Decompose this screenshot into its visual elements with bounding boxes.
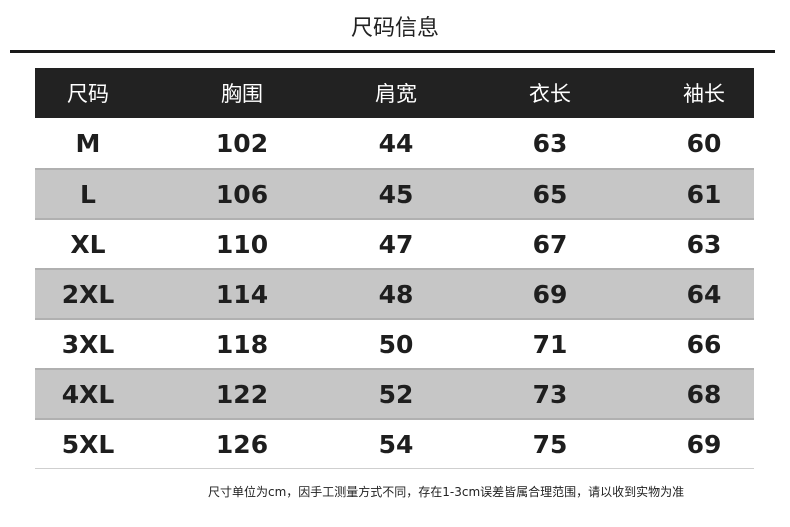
- table-cell: 50: [378, 329, 414, 359]
- table-row: 3XL 118 50 71 66: [35, 318, 754, 368]
- header-cell: 袖长: [683, 82, 725, 106]
- table-row: 4XL 122 52 73 68: [35, 368, 754, 418]
- table-cell: 44: [378, 128, 414, 158]
- table-cell: 63: [532, 128, 568, 158]
- table-row: 5XL 126 54 75 69: [35, 418, 754, 468]
- table-cell: 75: [532, 429, 568, 459]
- table-cell: 114: [215, 279, 269, 309]
- title-divider: [10, 50, 775, 53]
- table-cell: 60: [686, 128, 722, 158]
- table-cell: 110: [215, 229, 269, 259]
- page-title: 尺码信息: [350, 16, 439, 41]
- table-cell: 106: [215, 179, 269, 209]
- table-cell: 3XL: [61, 329, 115, 359]
- table-cell: 122: [215, 379, 269, 409]
- table-cell: 54: [378, 429, 414, 459]
- table-cell: 5XL: [61, 429, 115, 459]
- table-cell: 67: [532, 229, 568, 259]
- table-cell: 68: [686, 379, 722, 409]
- table-bottom-line: [35, 468, 754, 469]
- table-cell: 48: [378, 279, 414, 309]
- table-cell: 65: [532, 179, 568, 209]
- table-cell: 2XL: [61, 279, 115, 309]
- table-cell: 71: [532, 329, 568, 359]
- table-row: M 102 44 63 60: [35, 118, 754, 168]
- table-cell: 45: [378, 179, 414, 209]
- table-row: L 106 45 65 61: [35, 168, 754, 218]
- table-cell: 66: [686, 329, 722, 359]
- table-cell: XL: [70, 229, 106, 259]
- table-cell: 63: [686, 229, 722, 259]
- table-cell: 4XL: [61, 379, 115, 409]
- table-cell: 47: [378, 229, 414, 259]
- table-row: XL 110 47 67 63: [35, 218, 754, 268]
- table-cell: 69: [686, 429, 722, 459]
- header-cell: 肩宽: [375, 82, 417, 106]
- table-cell: 69: [532, 279, 568, 309]
- table-cell: 118: [215, 329, 269, 359]
- header-cell: 胸围: [221, 82, 263, 106]
- table-cell: 73: [532, 379, 568, 409]
- table-cell: M: [75, 128, 101, 158]
- table-cell: 126: [215, 429, 269, 459]
- table-cell: 52: [378, 379, 414, 409]
- table-row: 2XL 114 48 69 64: [35, 268, 754, 318]
- table-cell: 64: [686, 279, 722, 309]
- table-cell: 102: [215, 128, 269, 158]
- header-cell: 衣长: [529, 82, 571, 106]
- size-note: 尺寸单位为cm，因手工测量方式不同，存在1-3cm误差皆属合理范围，请以收到实物…: [208, 485, 685, 499]
- size-table: 尺码 胸围 肩宽 衣长 袖长 M 102 44 63 60 L 106 45 65 61 XL 110…: [35, 68, 754, 469]
- table-header: 尺码 胸围 肩宽 衣长 袖长: [35, 68, 754, 118]
- table-cell: L: [80, 179, 96, 209]
- header-cell: 尺码: [67, 82, 109, 106]
- table-cell: 61: [686, 179, 722, 209]
